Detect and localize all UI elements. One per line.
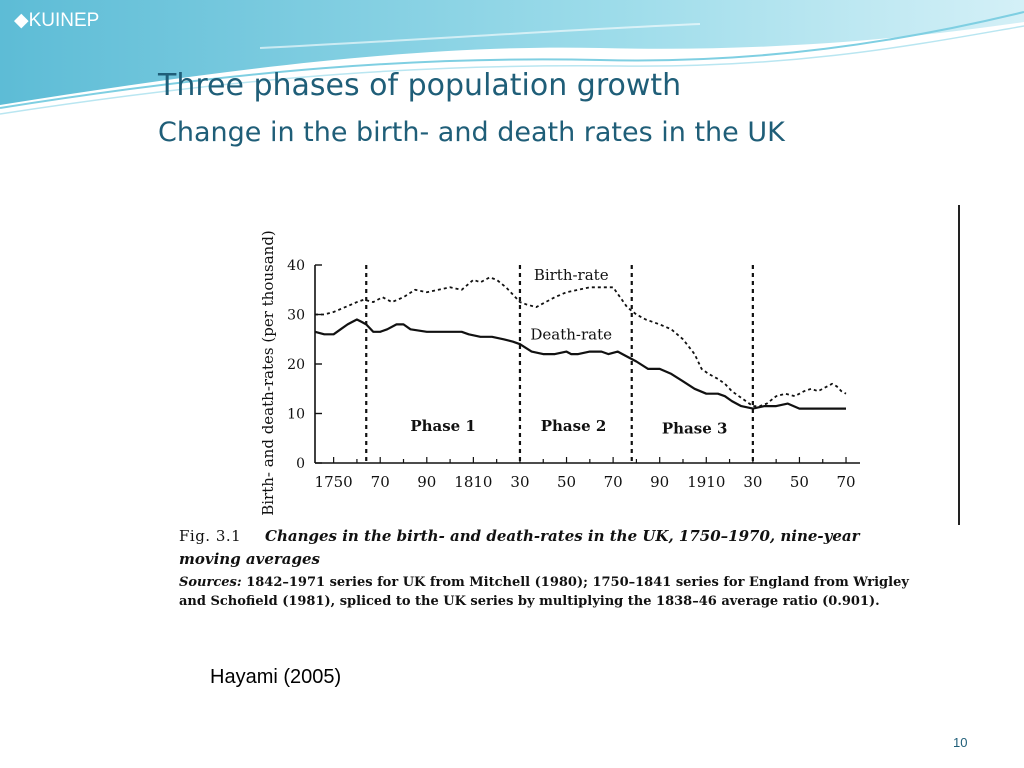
sources-label: Sources: — [179, 575, 242, 590]
y-tick-label: 40 — [287, 258, 305, 274]
sources-text-1: 1842–1971 series for UK from Mitchell (1… — [241, 575, 909, 590]
birth-death-rate-chart: Birth- and death-rates (per thousand) 01… — [259, 205, 960, 525]
y-tick-label: 10 — [287, 407, 305, 423]
x-tick-label: 70 — [836, 473, 855, 491]
x-tick-label: 50 — [790, 473, 809, 491]
y-tick-label: 0 — [296, 456, 305, 472]
figure-number: Fig. 3.1 — [179, 527, 242, 545]
phase-label: Phase 1 — [410, 417, 476, 435]
x-tick-label: 30 — [743, 473, 762, 491]
y-tick-label: 20 — [287, 357, 305, 373]
x-tick-label: 1750 — [315, 473, 353, 491]
x-tick-label: 1910 — [687, 473, 725, 491]
caption-sources-line1: Sources: 1842–1971 series for UK from Mi… — [179, 575, 909, 590]
source-credit: Hayami (2005) — [210, 666, 342, 688]
caption-title-part1: Changes in the birth- and death-rates in… — [265, 527, 860, 545]
header-banner — [0, 0, 1024, 115]
caption-title-part2: moving averages — [179, 550, 320, 568]
x-tick-label: 70 — [371, 473, 390, 491]
page-number: 10 — [953, 735, 968, 750]
series-label: Death-rate — [530, 325, 612, 343]
series-label: Birth-rate — [534, 266, 609, 284]
slide-subtitle: Change in the birth- and death rates in … — [158, 117, 785, 148]
series-line-death-rate — [314, 318, 846, 410]
x-tick-label: 1810 — [454, 473, 492, 491]
x-tick-label: 90 — [417, 473, 436, 491]
phase-label: Phase 2 — [541, 417, 607, 435]
x-tick-label: 70 — [604, 473, 623, 491]
figure-caption-title: Fig. 3.1 Changes in the birth- and death… — [179, 527, 860, 545]
x-tick-label: 90 — [650, 473, 669, 491]
phase-label: Phase 3 — [662, 419, 728, 437]
caption-sources-line2: and Schofield (1981), spliced to the UK … — [179, 594, 880, 609]
y-tick-label: 30 — [287, 308, 305, 324]
x-tick-label: 30 — [510, 473, 529, 491]
brand-logo-text: ◆KUINEP — [14, 10, 100, 31]
slide-title: Three phases of population growth — [158, 68, 682, 103]
x-tick-label: 50 — [557, 473, 576, 491]
y-axis-label: Birth- and death-rates (per thousand) — [259, 230, 277, 516]
